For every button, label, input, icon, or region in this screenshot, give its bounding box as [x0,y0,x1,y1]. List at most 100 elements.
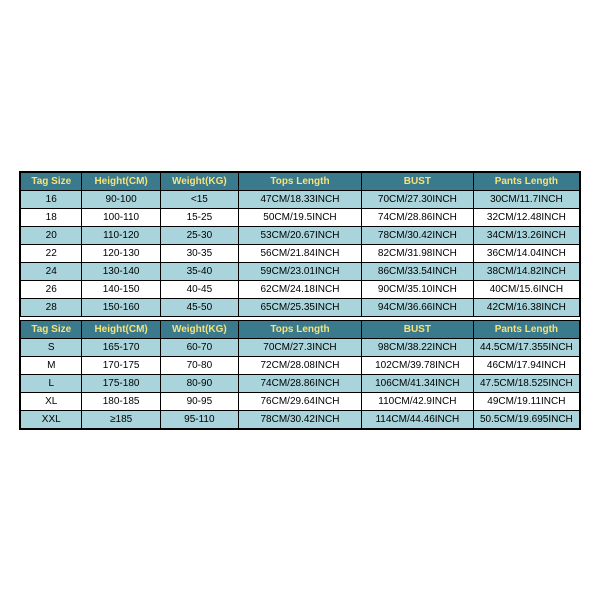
table-cell: S [21,338,82,356]
table-row: 20110-12025-3053CM/20.67INCH78CM/30.42IN… [21,226,580,244]
table-cell: 18 [21,208,82,226]
table-cell: XXL [21,410,82,428]
column-header: Pants Length [473,320,579,338]
table-cell: 25-30 [160,226,238,244]
table-cell: 175-180 [82,374,160,392]
table-cell: 56CM/21.84INCH [238,244,361,262]
table-cell: 78CM/30.42INCH [361,226,473,244]
table-cell: 95-110 [160,410,238,428]
column-header: Weight(KG) [160,172,238,190]
table-cell: 62CM/24.18INCH [238,280,361,298]
table-cell: 44.5CM/17.355INCH [473,338,579,356]
table-row: XXL≥18595-11078CM/30.42INCH114CM/44.46IN… [21,410,580,428]
table-cell: 80-90 [160,374,238,392]
table-cell: 47CM/18.33INCH [238,190,361,208]
table-cell: 98CM/38.22INCH [361,338,473,356]
column-header: Tag Size [21,320,82,338]
header-row: Tag SizeHeight(CM)Weight(KG)Tops LengthB… [21,320,580,338]
table-cell: 72CM/28.08INCH [238,356,361,374]
table-cell: 114CM/44.46INCH [361,410,473,428]
table-cell: 70CM/27.30INCH [361,190,473,208]
table-row: 1690-100<1547CM/18.33INCH70CM/27.30INCH3… [21,190,580,208]
column-header: Tops Length [238,172,361,190]
table-cell: 150-160 [82,298,160,316]
table-cell: 40-45 [160,280,238,298]
table-cell: 22 [21,244,82,262]
header-row: Tag SizeHeight(CM)Weight(KG)Tops LengthB… [21,172,580,190]
table-cell: 40CM/15.6INCH [473,280,579,298]
table-cell: 90-95 [160,392,238,410]
table-cell: 50CM/19.5INCH [238,208,361,226]
column-header: BUST [361,172,473,190]
table-cell: 100-110 [82,208,160,226]
table-cell: 30CM/11.7INCH [473,190,579,208]
table-cell: 70CM/27.3INCH [238,338,361,356]
table-cell: 59CM/23.01INCH [238,262,361,280]
table-row: S165-17060-7070CM/27.3INCH98CM/38.22INCH… [21,338,580,356]
column-header: Weight(KG) [160,320,238,338]
table-cell: 86CM/33.54INCH [361,262,473,280]
table-cell: 34CM/13.26INCH [473,226,579,244]
table-cell: 94CM/36.66INCH [361,298,473,316]
table-cell: 32CM/12.48INCH [473,208,579,226]
table-cell: 49CM/19.11INCH [473,392,579,410]
table-cell: XL [21,392,82,410]
table-cell: 46CM/17.94INCH [473,356,579,374]
table-cell: <15 [160,190,238,208]
table-cell: 165-170 [82,338,160,356]
table-row: XL180-18590-9576CM/29.64INCH110CM/42.9IN… [21,392,580,410]
table-cell: ≥185 [82,410,160,428]
table-cell: 70-80 [160,356,238,374]
table-row: L175-18080-9074CM/28.86INCH106CM/41.34IN… [21,374,580,392]
table-cell: 102CM/39.78INCH [361,356,473,374]
table-row: 28150-16045-5065CM/25.35INCH94CM/36.66IN… [21,298,580,316]
table-cell: 130-140 [82,262,160,280]
table-cell: 53CM/20.67INCH [238,226,361,244]
table-row: 18100-11015-2550CM/19.5INCH74CM/28.86INC… [21,208,580,226]
table-cell: 30-35 [160,244,238,262]
table-cell: 170-175 [82,356,160,374]
table-cell: 120-130 [82,244,160,262]
column-header: Tag Size [21,172,82,190]
table-cell: 50.5CM/19.695INCH [473,410,579,428]
column-header: BUST [361,320,473,338]
column-header: Height(CM) [82,320,160,338]
table-cell: 26 [21,280,82,298]
table-cell: 35-40 [160,262,238,280]
table-row: 26140-15040-4562CM/24.18INCH90CM/35.10IN… [21,280,580,298]
table-cell: 78CM/30.42INCH [238,410,361,428]
table-cell: 65CM/25.35INCH [238,298,361,316]
table-cell: 90CM/35.10INCH [361,280,473,298]
table-cell: 47.5CM/18.525INCH [473,374,579,392]
column-header: Tops Length [238,320,361,338]
table-cell: 180-185 [82,392,160,410]
table-cell: L [21,374,82,392]
table-cell: 110-120 [82,226,160,244]
table-cell: 15-25 [160,208,238,226]
table-cell: 60-70 [160,338,238,356]
table-cell: 16 [21,190,82,208]
table-cell: M [21,356,82,374]
table-row: 24130-14035-4059CM/23.01INCH86CM/33.54IN… [21,262,580,280]
size-chart-wrapper: Tag SizeHeight(CM)Weight(KG)Tops LengthB… [19,171,581,430]
table-row: M170-17570-8072CM/28.08INCH102CM/39.78IN… [21,356,580,374]
table-cell: 90-100 [82,190,160,208]
table-cell: 45-50 [160,298,238,316]
table-cell: 28 [21,298,82,316]
table-cell: 110CM/42.9INCH [361,392,473,410]
table-cell: 20 [21,226,82,244]
table-row: 22120-13030-3556CM/21.84INCH82CM/31.98IN… [21,244,580,262]
column-header: Pants Length [473,172,579,190]
table-cell: 106CM/41.34INCH [361,374,473,392]
table-cell: 140-150 [82,280,160,298]
column-header: Height(CM) [82,172,160,190]
table-cell: 74CM/28.86INCH [361,208,473,226]
table-cell: 42CM/16.38INCH [473,298,579,316]
size-chart-table: Tag SizeHeight(CM)Weight(KG)Tops LengthB… [20,172,580,429]
table-cell: 74CM/28.86INCH [238,374,361,392]
table-cell: 38CM/14.82INCH [473,262,579,280]
table-cell: 76CM/29.64INCH [238,392,361,410]
table-cell: 36CM/14.04INCH [473,244,579,262]
table-cell: 24 [21,262,82,280]
table-cell: 82CM/31.98INCH [361,244,473,262]
